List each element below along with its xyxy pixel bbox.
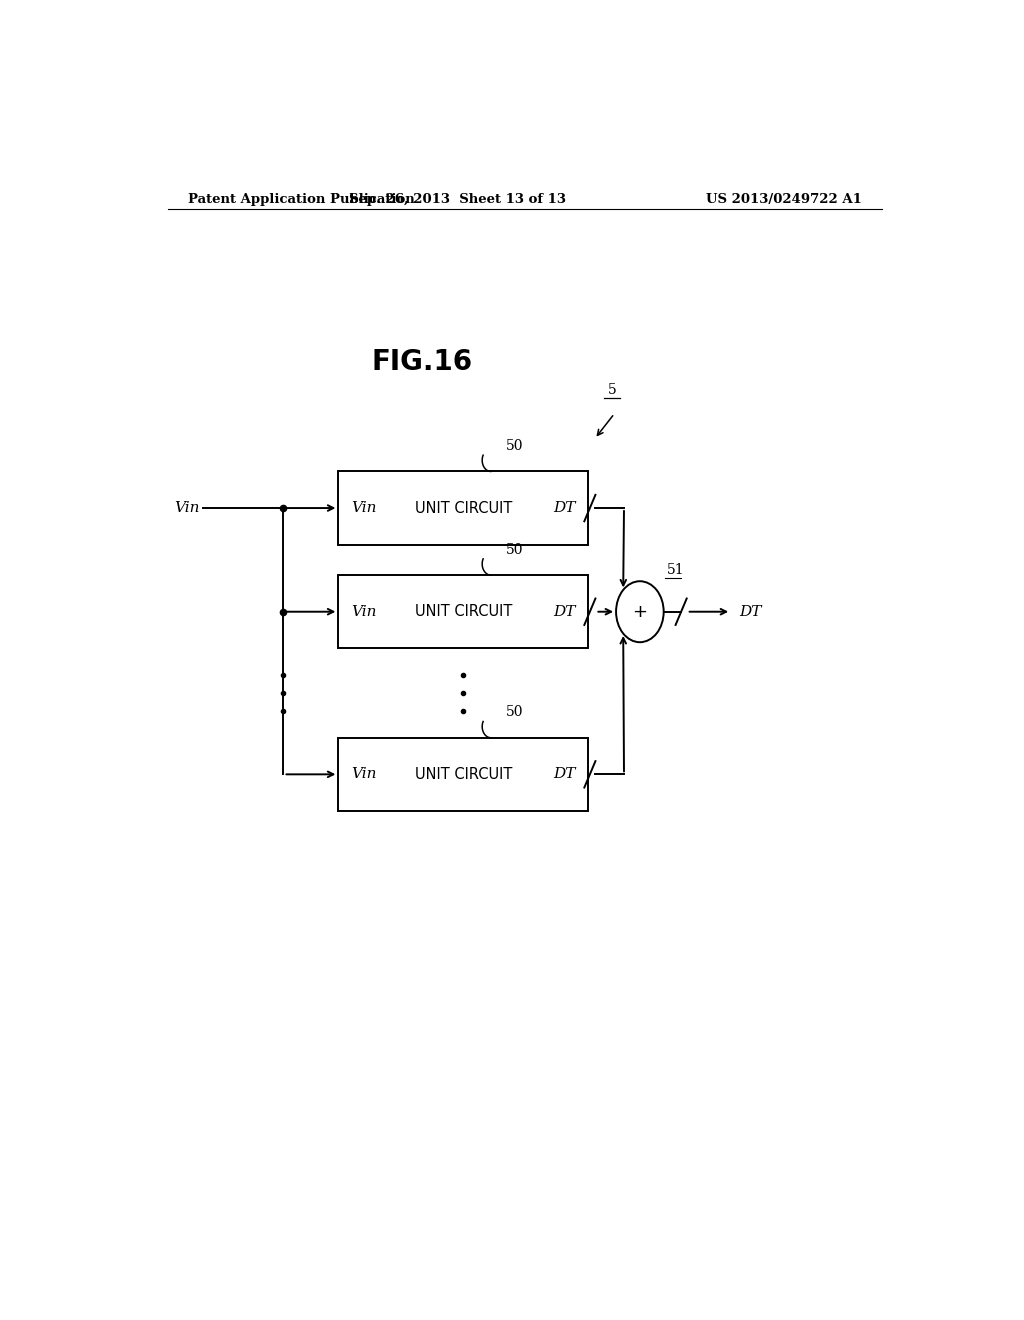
Text: 5: 5: [607, 383, 616, 397]
Text: DT: DT: [553, 502, 575, 515]
Text: 50: 50: [506, 543, 523, 557]
Text: Vin: Vin: [351, 605, 377, 619]
Text: 50: 50: [506, 440, 523, 453]
Text: Vin: Vin: [351, 502, 377, 515]
Text: DT: DT: [553, 605, 575, 619]
Text: 50: 50: [506, 705, 523, 719]
Text: UNIT CIRCUIT: UNIT CIRCUIT: [415, 605, 512, 619]
Text: FIG.16: FIG.16: [371, 347, 472, 376]
Bar: [338, 738, 589, 810]
Text: 51: 51: [667, 564, 684, 577]
Bar: [338, 471, 589, 545]
Text: Patent Application Publication: Patent Application Publication: [187, 193, 415, 206]
Bar: [338, 576, 589, 648]
Text: Vin: Vin: [351, 767, 377, 781]
Text: +: +: [633, 603, 647, 620]
Text: UNIT CIRCUIT: UNIT CIRCUIT: [415, 767, 512, 781]
Text: US 2013/0249722 A1: US 2013/0249722 A1: [707, 193, 862, 206]
Text: DT: DT: [739, 605, 762, 619]
Text: UNIT CIRCUIT: UNIT CIRCUIT: [415, 500, 512, 516]
Text: DT: DT: [553, 767, 575, 781]
Text: Sep. 26, 2013  Sheet 13 of 13: Sep. 26, 2013 Sheet 13 of 13: [349, 193, 566, 206]
Text: Vin: Vin: [174, 502, 200, 515]
